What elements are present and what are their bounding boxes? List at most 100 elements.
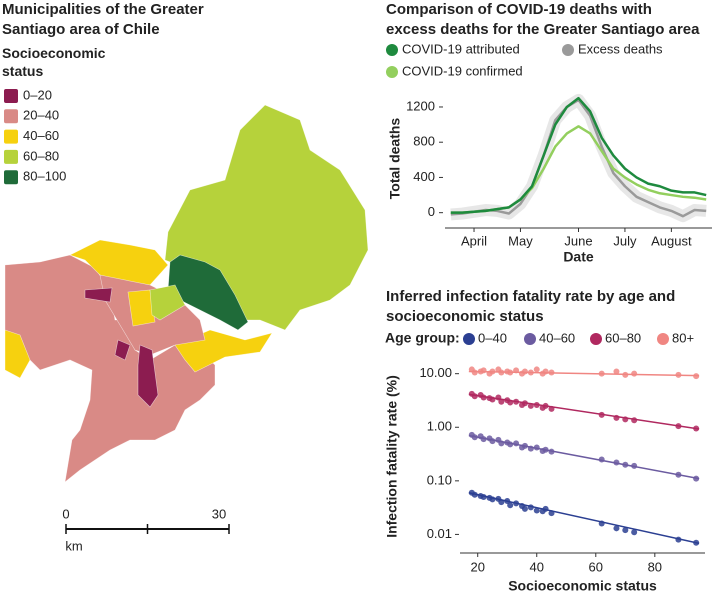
y-tick-label: 400 — [413, 169, 435, 184]
municipality — [84, 287, 113, 303]
point — [631, 529, 638, 536]
legend-label: 60–80 — [605, 330, 641, 345]
point — [533, 402, 540, 409]
x-tick-label: July — [613, 233, 637, 248]
legend-label: 80–100 — [23, 169, 66, 184]
y-axis-label: Infection fatality rate (%) — [384, 375, 400, 538]
municipality — [149, 284, 186, 321]
point — [693, 539, 700, 546]
point — [598, 370, 605, 377]
x-tick-label: 80 — [648, 559, 662, 574]
point — [613, 368, 620, 375]
x-tick-label: June — [564, 233, 592, 248]
point — [548, 510, 555, 517]
point — [507, 369, 514, 376]
scale-label: 30 — [212, 506, 226, 521]
y-tick-label: 1200 — [406, 98, 435, 113]
point — [489, 496, 496, 503]
point — [471, 393, 478, 400]
x-tick-label: 60 — [589, 559, 603, 574]
legend-label: 80+ — [672, 330, 694, 345]
legend-label: COVID-19 confirmed — [402, 63, 523, 78]
legend-marker — [562, 44, 574, 56]
scatter-chart-title: Inferred infection fatality rate by age … — [386, 288, 676, 325]
point — [507, 441, 514, 448]
point — [542, 446, 549, 453]
point — [675, 536, 682, 543]
point — [489, 396, 496, 403]
y-tick-label: 1.00 — [427, 419, 452, 434]
point — [693, 373, 700, 380]
point — [598, 411, 605, 418]
legend-label: 40–60 — [539, 330, 575, 345]
point — [675, 471, 682, 478]
y-tick-label: 10.00 — [419, 365, 452, 380]
x-tick-label: 20 — [470, 559, 484, 574]
legend-marker — [463, 333, 475, 345]
legend-marker — [386, 66, 398, 78]
point — [622, 371, 629, 378]
series-line — [450, 125, 707, 214]
band — [450, 93, 707, 223]
point — [527, 504, 534, 511]
legend-swatch — [4, 89, 18, 103]
point — [513, 398, 520, 405]
y-tick-label: 0.01 — [427, 526, 452, 541]
point — [675, 371, 682, 378]
point — [542, 505, 549, 512]
municipality — [69, 239, 169, 286]
legend-title: Age group: — [385, 330, 460, 346]
point — [693, 425, 700, 432]
point — [598, 520, 605, 527]
point — [542, 402, 549, 409]
point — [548, 448, 555, 455]
municipality — [137, 344, 159, 408]
point — [471, 369, 478, 376]
point — [622, 527, 629, 534]
x-tick-label: April — [461, 233, 487, 248]
point — [693, 475, 700, 482]
point — [521, 442, 528, 449]
legend-label: 60–80 — [23, 148, 59, 163]
map-title: Municipalities of the Greater Santiago a… — [2, 1, 204, 38]
point — [489, 438, 496, 445]
legend-swatch — [4, 149, 18, 164]
point — [513, 440, 520, 447]
scale-unit: km — [65, 538, 82, 553]
legend-label: 0–20 — [23, 87, 52, 102]
point — [622, 461, 629, 468]
point — [675, 423, 682, 430]
x-tick-label: August — [651, 233, 692, 248]
x-tick-label: May — [508, 233, 533, 248]
legend-label: 40–60 — [23, 128, 59, 143]
legend-marker — [590, 333, 602, 345]
series-line — [450, 98, 707, 218]
series-line — [450, 96, 707, 214]
map-legend-title: Socioeconomic status — [2, 45, 106, 79]
municipality — [127, 289, 156, 327]
point — [480, 394, 487, 401]
point — [527, 402, 534, 409]
point — [631, 417, 638, 424]
point — [533, 507, 540, 514]
point — [622, 416, 629, 423]
point — [480, 436, 487, 443]
point — [498, 499, 505, 506]
legend-swatch — [4, 129, 18, 144]
municipality — [4, 329, 31, 379]
point — [471, 434, 478, 441]
point — [542, 368, 549, 375]
legend-marker — [524, 333, 536, 345]
point — [507, 399, 514, 406]
point — [498, 398, 505, 405]
point — [631, 370, 638, 377]
line-chart-title: Comparison of COVID-19 deaths with exces… — [386, 1, 700, 38]
point — [533, 444, 540, 451]
legend-swatch — [4, 109, 18, 124]
point — [498, 440, 505, 447]
legend-label: 20–40 — [23, 108, 59, 123]
legend-label: COVID-19 attributed — [402, 41, 520, 56]
point — [548, 369, 555, 376]
point — [513, 500, 520, 507]
